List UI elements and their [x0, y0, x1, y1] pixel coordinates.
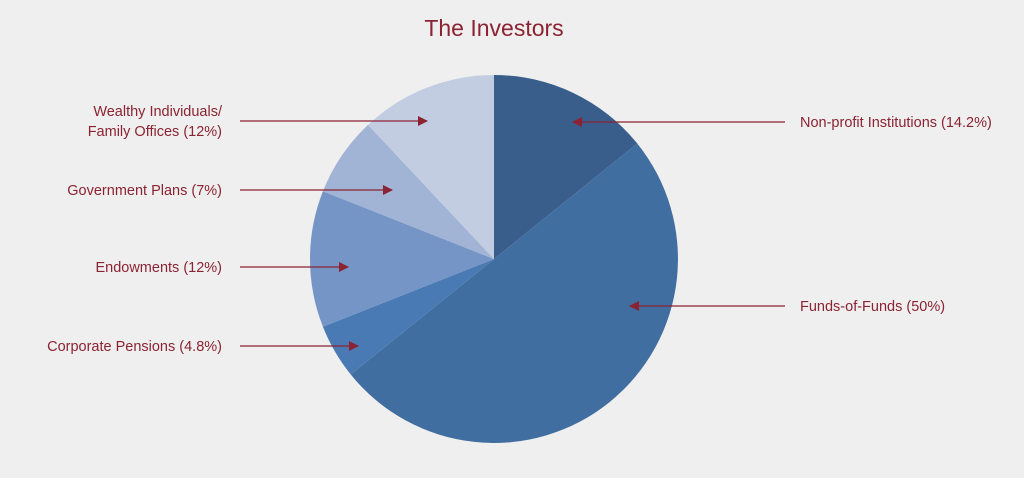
slice-label: Non-profit Institutions (14.2%): [800, 115, 992, 131]
pie-slice: [350, 143, 678, 443]
chart-title: The Investors: [424, 15, 563, 41]
slice-label: Endowments (12%): [95, 260, 222, 276]
pie-slice: [322, 124, 494, 259]
slice-label: Funds-of-Funds (50%): [800, 299, 945, 315]
slice-label: Government Plans (7%): [67, 183, 222, 199]
slice-label: Corporate Pensions (4.8%): [47, 339, 222, 355]
slice-label: Wealthy Individuals/Family Offices (12%): [88, 104, 223, 140]
pie-slice: [309, 191, 494, 327]
pie-slice: [494, 75, 638, 259]
pie-slice: [322, 259, 494, 375]
